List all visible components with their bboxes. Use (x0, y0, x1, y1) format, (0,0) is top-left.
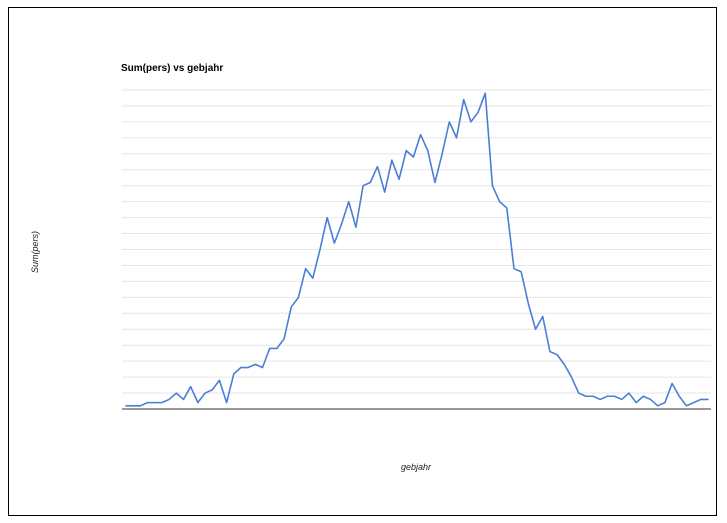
series-line (125, 92, 709, 407)
gridlines (122, 89, 711, 394)
y-axis-label: Sum(pers) (30, 231, 40, 273)
x-axis-label: gebjahr (401, 462, 432, 472)
chart-frame (8, 7, 717, 516)
chart-title: Sum(pers) vs gebjahr (121, 63, 223, 74)
